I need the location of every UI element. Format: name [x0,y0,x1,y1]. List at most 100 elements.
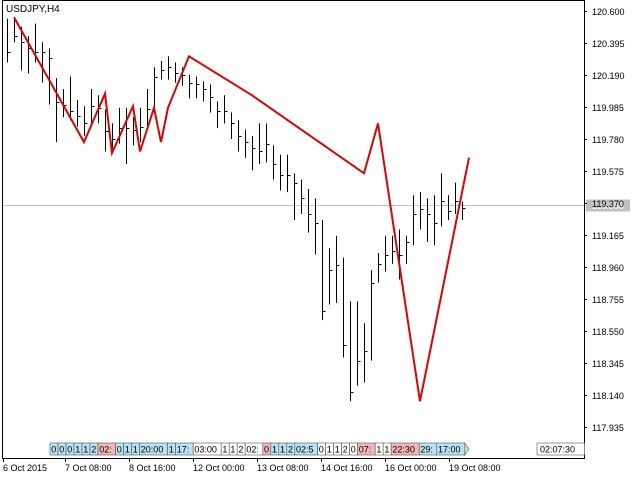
x-tick-label: 12 Oct 00:00 [193,463,245,473]
ohlc-bars [7,17,466,402]
ohlc-bar [49,48,53,105]
y-tick-label: 120.600 [592,7,625,17]
x-tick-label: 14 Oct 16:00 [321,463,373,473]
ohlc-bar [217,101,221,129]
ohlc-bar [56,78,60,143]
ohlc-bar [112,123,116,154]
ohlc-bar [280,154,284,191]
ohlc-bar [448,195,452,221]
timer-segment-label: 2 [288,445,293,455]
timer-segment-label: 0 [264,445,269,455]
ohlc-bar [378,252,382,283]
x-axis: 6 Oct 2015 7 Oct 08:00 8 Oct 16:00 12 Oct 0… [3,458,501,473]
timer-segment-label: 0 [67,445,72,455]
ohlc-bar [224,95,228,124]
ohlc-bar [441,173,445,227]
current-price-label: 119.358 [592,201,624,211]
ohlc-bar [105,109,109,152]
x-tick-label: 13 Oct 08:00 [257,463,309,473]
timer-segment-label: 1 [75,445,80,455]
timer-segment-label: 1 [230,445,235,455]
timer-segment-label: 0 [59,445,64,455]
ohlc-bar [91,89,95,124]
timer-segment-label: 1 [169,445,174,455]
timer-segment-label: 2 [238,445,243,455]
y-tick-label: 119.165 [592,231,624,241]
ohlc-bar [308,188,312,233]
ohlc-bar [322,220,326,321]
ohlc-bar [392,235,396,264]
ohlc-bar [21,26,25,71]
timer-segment-label: 29: [420,445,433,455]
ohlc-bar [462,201,466,221]
ohlc-bar [175,62,179,83]
timer-segment-label: 1 [272,445,277,455]
ohlc-bar [413,195,417,246]
ohlc-bar [252,135,256,171]
ohlc-bar [357,301,361,386]
timer-segment-label: 1 [125,445,130,455]
y-tick-label: 118.960 [592,263,624,273]
ohlc-bar [189,75,193,99]
ohlc-bar [168,56,172,80]
timer-segment-label: 0 [351,445,356,455]
y-tick-label: 118.550 [592,327,624,337]
ohlc-bar [231,112,235,139]
ohlc-bar [329,248,333,305]
timer-segment-label: 1 [376,445,381,455]
timer-segment-label: 2 [343,445,348,455]
timer-segment-label: 1 [133,445,138,455]
y-tick-label: 118.755 [592,295,624,305]
ohlc-bar [273,145,277,180]
y-tick-label: 118.345 [592,359,624,369]
x-tick-label: 7 Oct 08:00 [65,463,112,473]
zigzag-line [13,16,470,402]
x-tick-label: 19 Oct 08:00 [449,463,501,473]
plot-frame [2,0,585,459]
ohlc-bar [84,106,88,136]
ohlc-bar [140,107,144,143]
timer-segment-label: 2 [91,445,96,455]
current-price-badge [586,199,630,212]
y-tick-label: 120.395 [592,39,625,49]
ohlc-bar [385,235,389,272]
y-tick-label: 119.780 [592,135,624,145]
ohlc-bar [14,17,18,43]
current-price-line: 119.358 [3,199,630,212]
timer-segment-label: 0 [117,445,122,455]
timer-segment-label: 1 [222,445,227,455]
ohlc-bar [196,76,200,99]
ohlc-bar [238,120,242,152]
timer-segment-label: 17:00 [438,445,461,455]
y-tick-label: 119.370 [592,199,624,209]
ohlc-bar [203,81,207,102]
timer-segment-label: 1 [327,445,332,455]
timer-segment-label: 03:00 [194,445,217,455]
timer-segment-label: 0 [51,445,56,455]
timer-segment-label: 1 [335,445,340,455]
zigzag-polyline [13,16,470,402]
timer-segment-label: 02: [246,445,259,455]
ohlc-bar [77,99,81,127]
timer-segment-label: 1 [384,445,389,455]
y-tick-label: 118.140 [592,391,624,401]
symbol-label: USDJPY,H4 [6,4,60,15]
y-tick-label: 120.190 [592,71,625,81]
ohlc-bar [455,182,459,214]
ohlc-bar [315,198,319,255]
timer-segment-label: 20:00 [141,445,164,455]
timer-segment-label: 07: [359,445,372,455]
ohlc-bar [287,154,291,193]
ohlc-bar [343,257,347,358]
y-tick-label: 119.985 [592,103,624,113]
x-tick-label: 8 Oct 16:00 [129,463,176,473]
x-tick-label: 6 Oct 2015 [3,463,47,473]
y-tick-label: 119.575 [592,167,624,177]
ohlc-bar [294,173,298,221]
timer-right-box [536,442,585,456]
timer-arrow-icon [464,442,470,456]
ohlc-bar [336,235,340,303]
ohlc-bar [154,67,158,111]
ohlc-bar [350,301,354,402]
